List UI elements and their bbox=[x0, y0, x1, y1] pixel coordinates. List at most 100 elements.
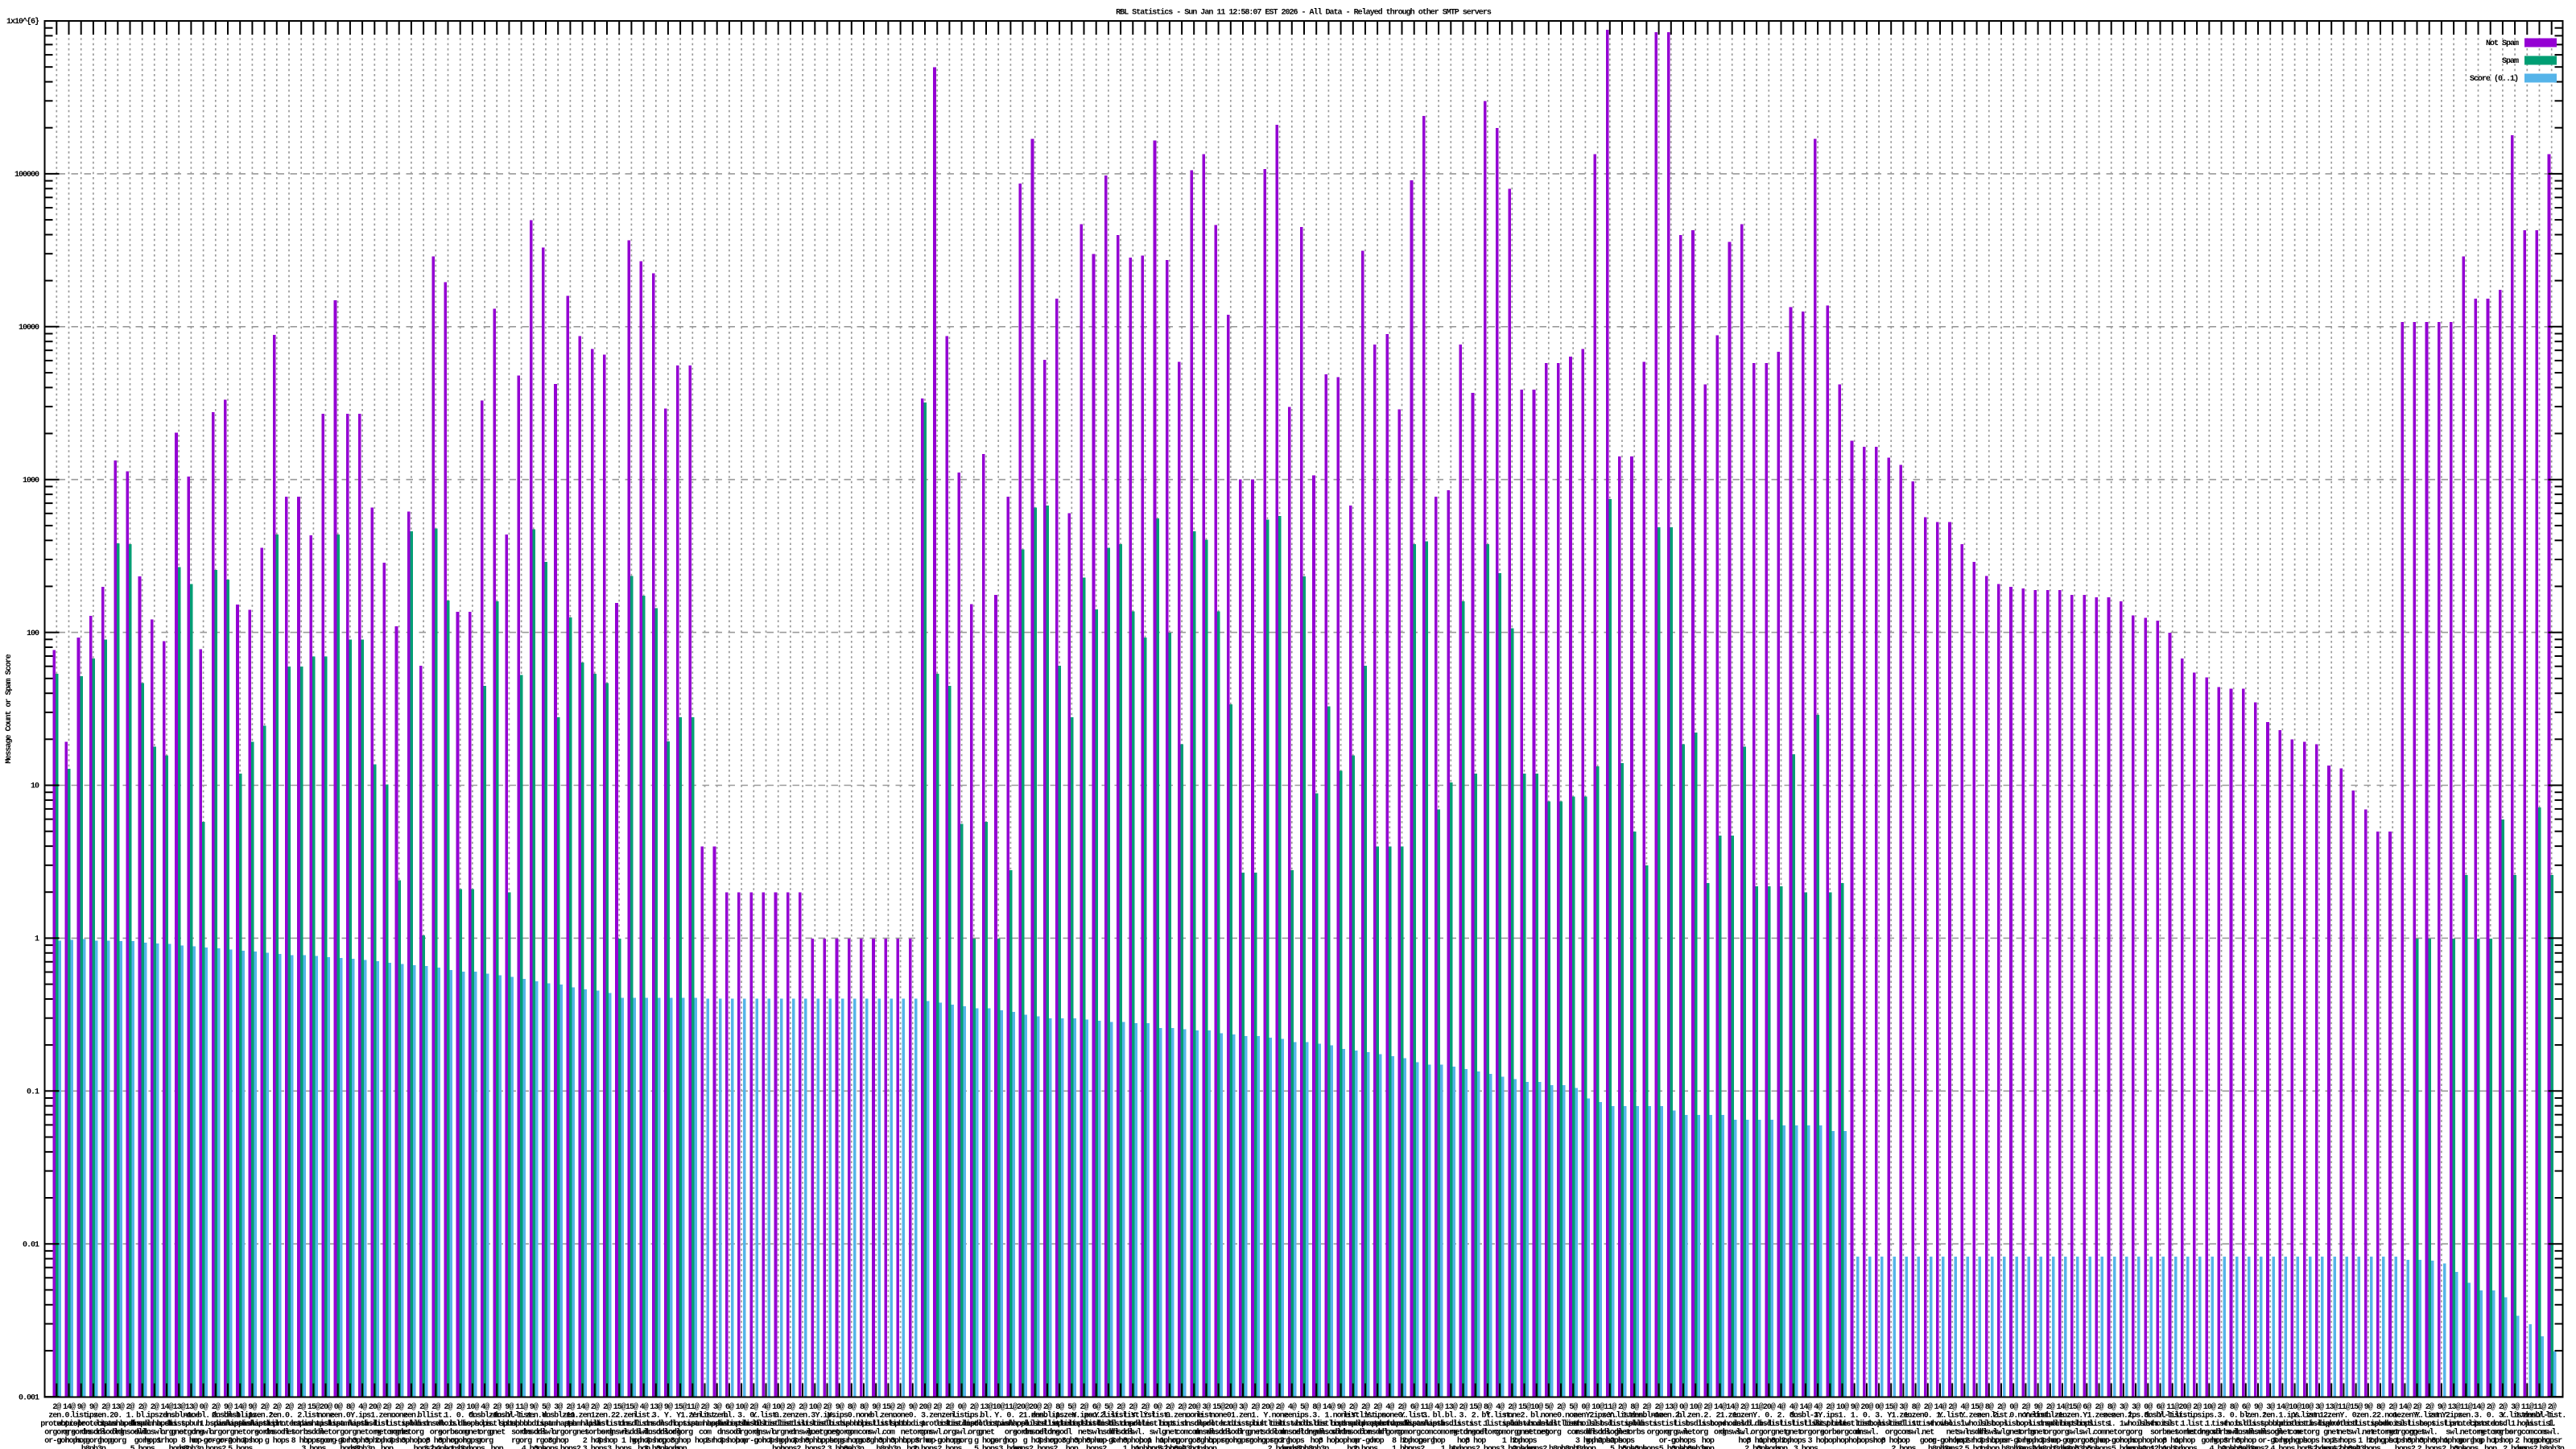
svg-text:0.01: 0.01 bbox=[23, 1241, 39, 1249]
svg-text:2@list.dnsdl.dnsodlhophop: 2@list.dnsdl.dnsodlhophop bbox=[1341, 1402, 1366, 1449]
svg-text:13@dnsbl-1.tist.gnethops2: 13@dnsbl-1.tist.gnethops2 bbox=[163, 1402, 195, 1449]
svg-text:5@ips.whoislnetorgh8pb3p: 5@ips.whoislnetorgh8pb3p bbox=[1292, 1402, 1317, 1449]
svg-text:2@zen.protect.swl.or-gor: 2@ zen. protect. swl. or-gor bbox=[921, 1402, 953, 1446]
svg-text:11@1.zen.tist.: 11@ 1.zen. tist. bbox=[680, 1402, 704, 1429]
svg-text:Score (0..1): Score (0..1) bbox=[2470, 74, 2518, 84]
svg-text:9@zen.2.tist.8 hop: 9@ zen.2. tist. 8 hop bbox=[2429, 1402, 2454, 1446]
svg-text:2@1.zen.dnsdl.swl.hop: 2@ 1.zen. dnsdl. swl. hop bbox=[1732, 1402, 1757, 1446]
svg-text:1: 1 bbox=[35, 935, 39, 944]
svg-text:9@zen.b.disdnsodl4 hops: 9@zen.b.disdnsodl4 hops bbox=[522, 1402, 547, 1449]
svg-text:9@Y.ips.b.disnetorghopsr3 hops: 9@Y.ips.b.disnetorghopsr3 hops bbox=[828, 1402, 852, 1449]
svg-text:100: 100 bbox=[27, 630, 39, 638]
svg-text:13@zen.2.tist.orgor-gor5 hops: 13@zen.2.tist.orgor-gor5 hops bbox=[1659, 1402, 1684, 1449]
svg-text:4@Y.list.listis.dnswl.g hops: 4@ Y.list. listis. dnswl. g hops bbox=[752, 1402, 780, 1446]
svg-text:9@dnsbl-1.spbuh: 9@ dnsbl-1. spbuh bbox=[493, 1402, 525, 1429]
svg-text:2@Y.list.1.swl.hopsrh8pb3p: 2@Y.list.1.swl.hopsrh8pb3p bbox=[2537, 1402, 2566, 1449]
svg-text:3@ips.whoislorghophops2: 3@ips.whoislorghophops2 bbox=[2124, 1402, 2149, 1449]
svg-text:14@2.hops.org: 14@ 2. hops. org bbox=[1710, 1402, 1730, 1438]
svg-text:0@bl.1.dnswl.or-gor: 0@ bl. 1. dnswl. or-gor bbox=[192, 1402, 217, 1446]
svg-text:15@2.listis.dnswl.3 hops: 15@2.listis.dnswl.3 hops bbox=[605, 1402, 634, 1449]
svg-text:2@zen.tist.comrgorgh8pb3p: 2@zen.tist.comrgorgh8pb3p bbox=[1170, 1402, 1195, 1449]
svg-text:Not Spam: Not Spam bbox=[2486, 39, 2519, 48]
svg-text:2@3.listsnetorghop4 hops: 2@3.listsnetorghop4 hops bbox=[1451, 1402, 1476, 1449]
svg-text:2@0.dnsdl.orgor-gor: 2@ 0. dnsdl. org or-gor bbox=[741, 1402, 766, 1446]
svg-text:4@Y.1.swl.hopsr: 4@ Y. 1. swl. hopsr bbox=[1955, 1402, 1975, 1446]
svg-text:2@list.hops.swl.hopsr: 2@ list. hops. swl. hopsr bbox=[1991, 1402, 2012, 1446]
svg-text:4@Y.list.listis.com: 4@ Y.list. listis. com bbox=[1486, 1402, 1514, 1438]
svg-text:10: 10 bbox=[31, 782, 39, 791]
svg-text:10@0.hops.gnethopsr3 hops: 10@0.hops.gnethopsr3 hops bbox=[460, 1402, 485, 1449]
